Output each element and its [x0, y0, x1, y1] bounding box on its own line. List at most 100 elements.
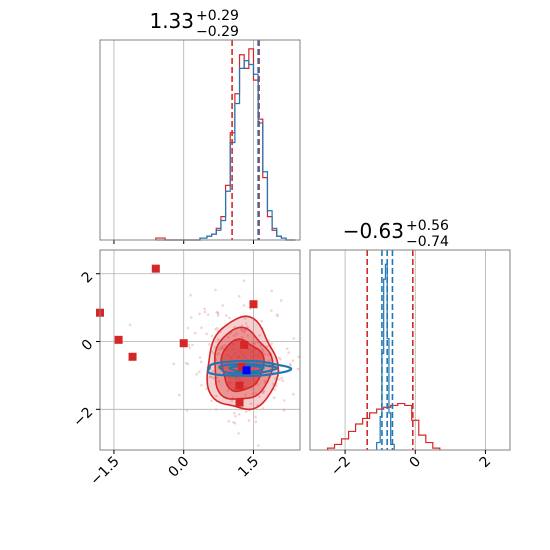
title-upper-error: +0.56	[406, 218, 449, 234]
sample-point	[230, 399, 234, 403]
sample-point	[253, 342, 257, 345]
sample-point	[268, 359, 271, 362]
sample-point	[280, 376, 284, 380]
sample-point	[281, 379, 285, 382]
sample-point	[292, 337, 296, 340]
sample-point	[283, 408, 286, 411]
title-value: 1.33	[149, 9, 194, 33]
sample-point	[251, 392, 255, 396]
sample-point	[244, 322, 248, 325]
sample-point	[258, 334, 261, 337]
title-lower-error: −0.29	[196, 24, 239, 40]
sample-point	[252, 388, 255, 391]
sample-point	[260, 319, 264, 323]
sample-point	[256, 383, 260, 386]
sample-point	[240, 335, 244, 339]
sample-point	[296, 367, 300, 371]
sample-point	[215, 327, 219, 330]
sample-point	[261, 349, 265, 353]
sample-point	[233, 411, 236, 415]
sample-point	[217, 338, 220, 341]
sample-point	[210, 399, 213, 403]
contour-blue-level	[206, 359, 293, 377]
sample-point	[226, 336, 230, 339]
marker-red-square	[235, 398, 244, 407]
sample-point	[237, 432, 240, 435]
sample-point	[288, 362, 292, 366]
sample-point	[275, 313, 279, 316]
sample-point	[216, 314, 220, 317]
sample-point	[247, 419, 251, 422]
sample-point	[187, 343, 191, 347]
sample-point	[221, 347, 224, 350]
contour-blue-level	[218, 362, 279, 375]
marker-red-square	[237, 362, 246, 371]
marker-red-square	[151, 264, 160, 273]
sample-point	[221, 344, 225, 348]
marker-blue-square	[242, 366, 251, 375]
sample-point	[226, 389, 230, 392]
sample-point	[279, 299, 283, 302]
sample-point	[188, 346, 191, 349]
axes-frame	[99, 249, 301, 451]
panel-title: 1.33 +0.29−0.29	[149, 8, 238, 40]
panel-top-left-histogram: 1.33 +0.29−0.29	[99, 8, 301, 244]
sample-point	[189, 293, 192, 297]
marker-red-square	[235, 381, 244, 390]
sample-point	[221, 304, 224, 307]
sample-point	[278, 378, 281, 381]
marker-red-square	[249, 300, 258, 309]
sample-point	[217, 380, 221, 383]
sample-point	[235, 332, 238, 335]
sample-point	[297, 355, 300, 359]
sample-point	[195, 372, 198, 376]
sample-point	[185, 409, 189, 412]
axes-frame	[99, 39, 301, 241]
sample-point	[240, 328, 243, 331]
sample-point	[275, 384, 278, 388]
sample-point	[237, 295, 241, 298]
hist-blue-series	[376, 263, 395, 450]
sample-point	[287, 351, 291, 354]
sample-point	[270, 309, 273, 312]
sample-point	[240, 324, 244, 327]
sample-point	[260, 347, 264, 351]
sample-point	[205, 387, 208, 391]
marker-red-square	[240, 340, 249, 349]
sample-point	[233, 325, 236, 329]
sample-point	[209, 375, 213, 378]
sample-point	[210, 334, 214, 338]
sample-point	[184, 361, 188, 365]
sample-point	[193, 331, 197, 335]
sample-point	[243, 328, 246, 332]
sample-point	[242, 279, 246, 283]
sample-point	[270, 342, 274, 345]
hist-blue-series	[155, 60, 296, 241]
sample-point	[259, 344, 262, 348]
panel-bottom-right-histogram: −2 0 2−0.63 +0.56−0.74	[309, 218, 511, 479]
title-upper-error: +0.29	[196, 8, 239, 24]
sample-point	[228, 316, 231, 320]
sample-point	[205, 332, 208, 336]
sample-point	[199, 360, 203, 364]
sample-point	[128, 323, 132, 327]
title-lower-error: −0.74	[406, 234, 449, 250]
contour-blue-level	[228, 364, 265, 373]
sample-point	[198, 356, 202, 359]
sample-point	[186, 326, 190, 330]
sample-point	[200, 383, 203, 387]
sample-point	[254, 415, 257, 419]
sample-point	[200, 326, 203, 330]
sample-point	[270, 289, 273, 293]
sample-point	[261, 390, 265, 394]
sample-point	[257, 444, 260, 447]
sample-point	[197, 370, 201, 374]
sample-point	[244, 393, 247, 397]
marker-red-square	[128, 352, 137, 361]
title-value: −0.63	[343, 219, 404, 243]
sample-point	[263, 379, 267, 383]
hist-red-series	[326, 402, 441, 450]
sample-point	[254, 392, 258, 395]
sample-point	[224, 314, 228, 317]
